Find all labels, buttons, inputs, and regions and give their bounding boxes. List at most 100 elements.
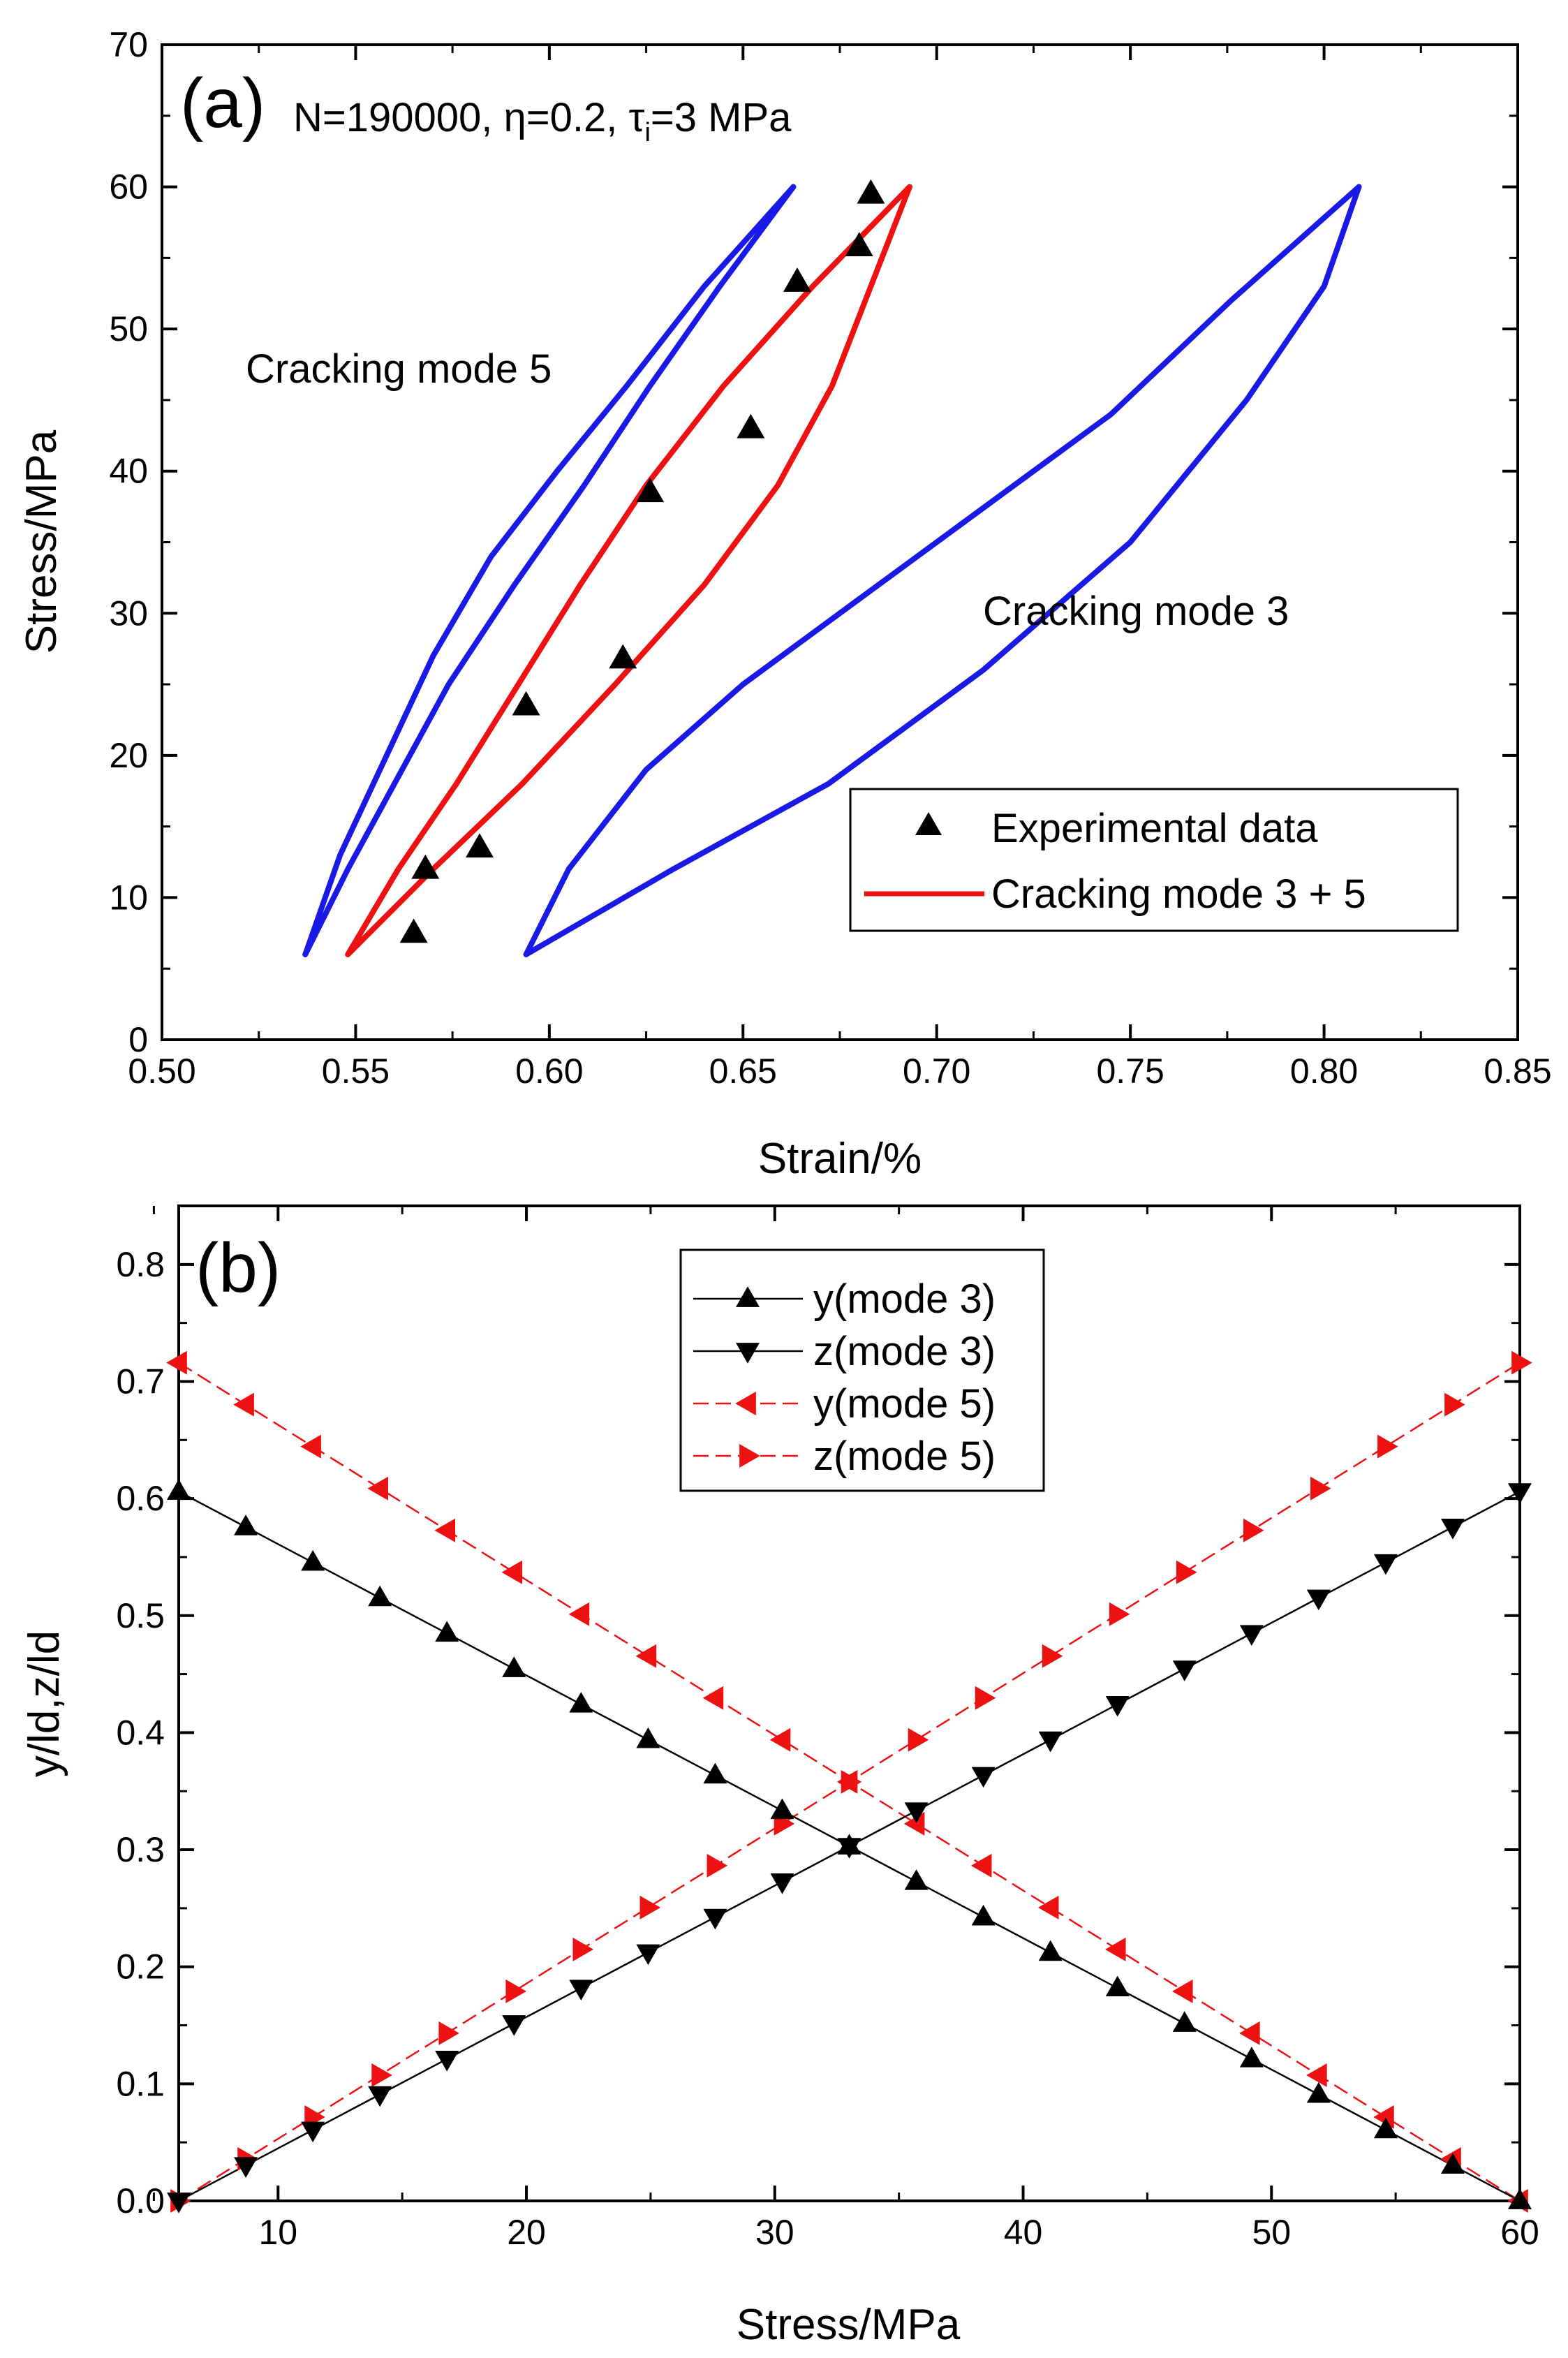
legend-y-mode-5-marker — [735, 1392, 756, 1415]
y-mode-5-marker — [233, 1392, 254, 1417]
panel-b-x-tick-label: 20 — [507, 2213, 546, 2252]
panel-b-x-tick-label: 60 — [1500, 2213, 1539, 2252]
z-mode-3-marker — [1038, 1731, 1063, 1753]
cracking-mode-3-5-unloading-curve — [345, 184, 912, 957]
panel-a-legend-box — [849, 788, 1459, 932]
panel-b-x-axis-title: Stress/MPa — [737, 2301, 961, 2349]
panel-b-x-tick-label: 10 — [258, 2213, 297, 2252]
panel-b-y-tick-label: 0.4 — [116, 1713, 165, 1752]
z-mode-3-marker — [167, 2193, 191, 2213]
z-mode-3-marker — [569, 1980, 593, 2000]
y-mode-5-marker — [367, 1476, 388, 1501]
experimental-data-point — [636, 478, 665, 503]
panel-b-label: (b) — [195, 1229, 281, 1307]
panel-a-annotation: N=190000, η=0.2, τi=3 MPa — [293, 95, 792, 147]
experimental-data-point — [411, 854, 440, 879]
panel-b-y-tick-label: 0.3 — [116, 1830, 165, 1869]
z-mode-5-marker — [1109, 1602, 1130, 1626]
experimental-data-point — [857, 179, 885, 204]
y-mode-3-marker — [234, 1515, 258, 1535]
y-mode-5-marker — [1306, 2063, 1327, 2087]
mode3-label: Cracking mode 3 — [983, 589, 1289, 634]
y-mode-5-marker — [903, 1811, 925, 1836]
experimental-data-point — [512, 691, 540, 716]
z-mode-5-marker — [1444, 1392, 1465, 1417]
panel-a-y-tick-label: 30 — [109, 594, 148, 633]
z-mode-3-marker — [636, 1944, 660, 1966]
panel-a-x-tick-label: 0.55 — [322, 1052, 390, 1091]
panel-a-chart: 0.50 0.55 0.60 0.65 0.70 0.75 0.80 0.85 0 10 20 30 4… — [17, 25, 1552, 1183]
panel-a-x-tick-label: 0.75 — [1096, 1052, 1164, 1091]
legend-experimental-label: Experimental data — [991, 806, 1318, 851]
experimental-data-point — [783, 267, 811, 292]
z-mode-3-marker — [1440, 1519, 1465, 1540]
y-mode-5-marker — [300, 1434, 321, 1459]
cracking-mode-3-reloading-curve — [523, 184, 1362, 957]
cracking-mode-5-unloading-curve — [302, 184, 797, 957]
panel-b-y-tick-label: 0.1 — [116, 2064, 165, 2103]
z-mode-5-marker — [908, 1727, 929, 1752]
z-mode-5-marker — [1310, 1476, 1331, 1501]
panel-a-x-axis-title: Strain/% — [758, 1135, 922, 1183]
z-mode-3-marker — [234, 2157, 258, 2178]
y-mode-5-marker — [434, 1518, 456, 1542]
panel-b-y-tick-label: 0.7 — [116, 1362, 165, 1401]
z-mode-5-marker — [1042, 1644, 1063, 1668]
legend-z-mode-5-label: z(mode 5) — [813, 1434, 996, 1479]
z-mode-3-marker — [703, 1908, 727, 1930]
z-mode-3-marker — [770, 1873, 794, 1894]
panel-a-y-tick-label: 20 — [109, 736, 148, 775]
legend-y-mode-3-label: y(mode 3) — [813, 1276, 996, 1322]
panel-b-y-tick-label: 0.8 — [116, 1245, 165, 1284]
z-mode-5-marker — [438, 2021, 459, 2045]
z-mode-3-marker — [1306, 1589, 1331, 1611]
z-mode-3-marker — [435, 2050, 459, 2072]
y-mode-5-marker — [1104, 1937, 1126, 1961]
y-mode-5-marker — [1037, 1895, 1059, 1919]
panel-a-x-tick-label: 0.60 — [515, 1052, 583, 1091]
y-mode-3-marker — [636, 1727, 660, 1748]
panel-a-y-axis-title: Stress/MPa — [17, 429, 66, 654]
z-mode-5-marker — [639, 1895, 661, 1919]
z-mode-5-marker — [1377, 1434, 1398, 1459]
y-mode-3-marker — [904, 1869, 929, 1890]
legend-z-mode-5-marker — [739, 1444, 760, 1468]
panel-b-chart: 10 20 30 40 50 600.00.10.20.30.40.50.60.70.8 … — [20, 1204, 1539, 2349]
y-mode-3-marker — [1038, 1940, 1063, 1961]
legend-experimental-marker — [915, 812, 942, 835]
mode5-label: Cracking mode 5 — [246, 346, 552, 392]
panel-a-legend: Experimental data Cracking mode 3 + 5 — [849, 788, 1459, 932]
z-mode-3-marker — [368, 2086, 392, 2107]
y-mode-5-marker — [970, 1853, 992, 1878]
z-mode-3-marker — [301, 2121, 325, 2143]
y-mode-5-marker — [769, 1727, 791, 1752]
y-mode-5-marker — [635, 1644, 657, 1668]
panel-b-y-tick-label: 0.6 — [116, 1479, 165, 1518]
cracking-mode-5-reloading-curve — [302, 184, 797, 957]
z-mode-3-marker — [837, 1838, 861, 1859]
panel-a-y-tick-label: 10 — [109, 878, 148, 917]
z-mode-3-marker — [1508, 1483, 1532, 1504]
y-mode-3-marker — [1172, 2011, 1197, 2032]
experimental-data-point — [399, 918, 428, 943]
panel-b-x-tick-label: 50 — [1252, 2213, 1291, 2252]
z-mode-3-marker — [904, 1802, 929, 1823]
y-mode-3-marker — [435, 1621, 459, 1642]
experimental-data-point — [465, 833, 494, 858]
z-mode-3-marker — [502, 2015, 526, 2036]
panel-a-x-tick-label: 0.65 — [709, 1052, 777, 1091]
legend-y-mode-3-marker — [736, 1286, 760, 1307]
experimental-data-point — [737, 413, 765, 439]
panel-a-y-tick-label: 0 — [128, 1020, 148, 1059]
z-mode-5-marker — [975, 1686, 996, 1710]
z-mode-5-marker — [505, 1979, 526, 2003]
panel-b-y-axis-title: y/ld,z/ld — [20, 1630, 68, 1777]
y-mode-3-marker — [971, 1904, 996, 1926]
experimental-data-point — [845, 232, 873, 256]
panel-a-y-tick-label: 70 — [109, 25, 148, 64]
z-mode-3-marker — [1172, 1660, 1197, 1681]
cracking-mode-3-unloading-curve — [523, 184, 1362, 957]
panel-b-x-tick-label: 40 — [1004, 2213, 1043, 2252]
y-mode-3-marker — [301, 1549, 325, 1571]
y-mode-5-marker — [1239, 2021, 1260, 2045]
